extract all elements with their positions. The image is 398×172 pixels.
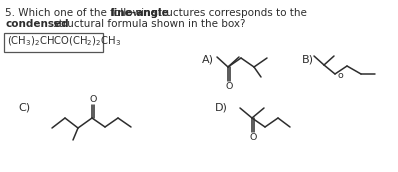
Text: O: O [249,133,257,142]
Text: line-angle: line-angle [110,8,169,18]
Text: C): C) [18,103,30,113]
Text: O: O [89,95,97,104]
Text: 5. Which one of the following: 5. Which one of the following [5,8,161,18]
Text: D): D) [215,103,228,113]
Text: structures corresponds to the: structures corresponds to the [149,8,307,18]
Text: O: O [225,82,233,91]
Text: B): B) [302,54,314,64]
Text: A): A) [202,54,214,64]
Text: (CH$_3$)$_2$CHCO(CH$_2$)$_2$CH$_3$: (CH$_3$)$_2$CHCO(CH$_2$)$_2$CH$_3$ [7,34,121,48]
FancyBboxPatch shape [4,33,103,51]
Text: structural formula shown in the box?: structural formula shown in the box? [50,19,246,29]
Text: o: o [337,71,343,79]
Text: condensed: condensed [5,19,68,29]
